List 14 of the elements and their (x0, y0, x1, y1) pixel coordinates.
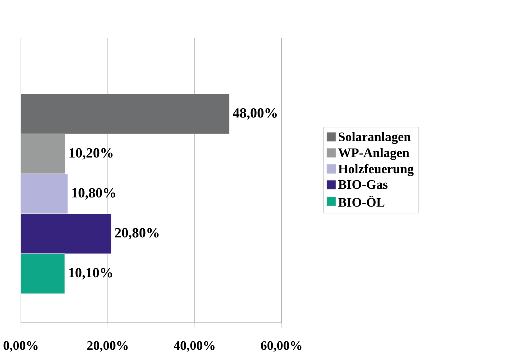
legend-label: BIO-Gas (338, 180, 388, 189)
x-tick-label: 40,00% (174, 341, 215, 352)
data-label: 10,80% (72, 188, 116, 200)
legend-label: BIO-ÖL (338, 196, 385, 207)
x-tick-label: 0,00% (4, 341, 38, 352)
legend-label: Solaranlagen (339, 132, 411, 144)
legend-label: WP-Anlagen (338, 148, 410, 160)
legend-label: Holzfeuerung (338, 164, 414, 176)
x-tick-label: 20,00% (88, 341, 128, 352)
x-tick-label: 60,00% (261, 341, 302, 352)
data-label: 48,00% (233, 108, 277, 120)
data-label: 10,10% (69, 268, 112, 280)
data-label: 10,20% (70, 148, 113, 160)
data-label: 20,80% (115, 228, 159, 240)
